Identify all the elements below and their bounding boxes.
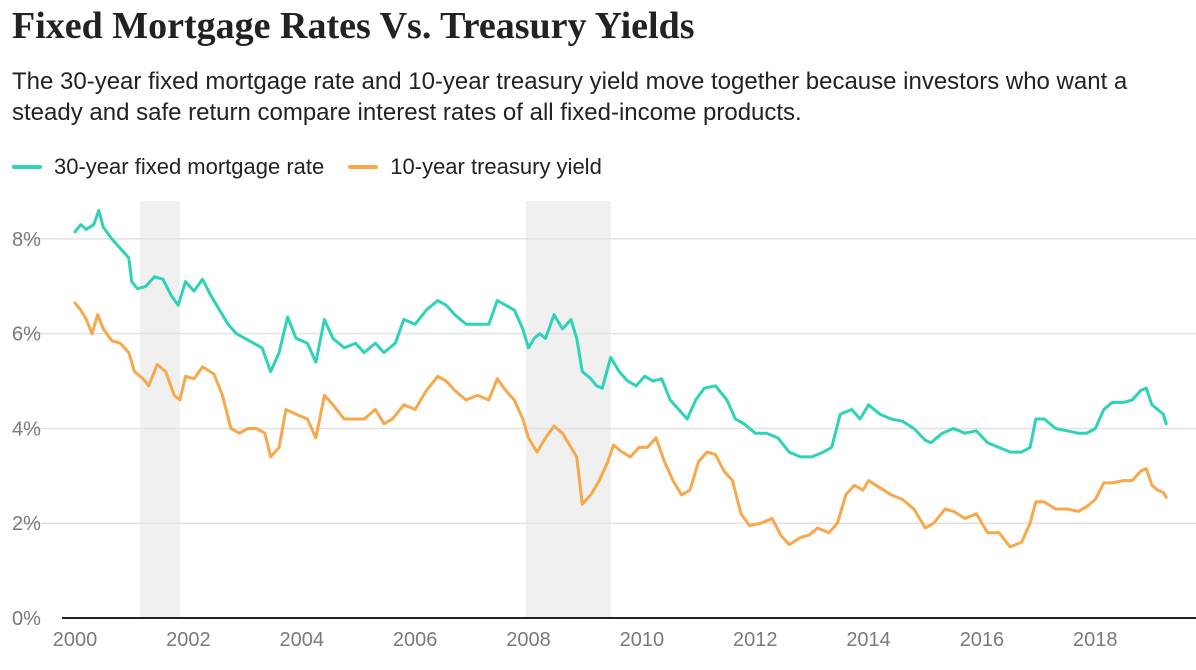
- x-tick-label: 2012: [733, 629, 778, 651]
- legend-label-treasury-yield: 10-year treasury yield: [390, 154, 602, 179]
- recession-bands: [140, 201, 611, 618]
- shaded-period-1: [140, 201, 180, 618]
- shaded-period-2: [525, 201, 611, 618]
- legend-item-mortgage-rate: 30-year fixed mortgage rate: [12, 154, 324, 180]
- series-line-treasury-yield: [73, 301, 1168, 549]
- x-axis-ticks: 2000 2002 2004 2006 2008 2010 2012 2014 2016 2018: [53, 629, 1118, 651]
- y-tick-label: 6%: [12, 324, 41, 346]
- y-axis-ticks: 0% 2% 4% 6% 8%: [12, 229, 41, 630]
- line-chart: 0%2%4%6%8% 2000 2002 2004 2006 2008 2010 2012 2…: [12, 201, 1196, 651]
- x-tick-label: 2004: [279, 629, 324, 651]
- x-tick-label: 2000: [53, 629, 98, 651]
- chart-legend: 30-year fixed mortgage rate 10-year trea…: [12, 153, 626, 181]
- series-line-mortgage-rate: [73, 209, 1168, 459]
- legend-label-mortgage-rate: 30-year fixed mortgage rate: [54, 154, 325, 179]
- x-tick-label: 2018: [1073, 629, 1118, 651]
- x-tick-label: 2002: [166, 629, 211, 651]
- y-tick-label: 0%: [12, 608, 41, 630]
- y-tick-label: 4%: [12, 418, 41, 440]
- x-tick-label: 2006: [393, 629, 438, 651]
- x-tick-label: 2014: [846, 629, 891, 651]
- y-tick-label: 2%: [12, 513, 41, 535]
- gridlines: [15, 238, 1196, 524]
- chart-subtitle: The 30-year fixed mortgage rate and 10-y…: [12, 68, 1128, 126]
- legend-swatch-mortgage-rate: [12, 165, 42, 169]
- chart-title: Fixed Mortgage Rates Vs. Treasury Yields: [12, 5, 695, 47]
- x-tick-label: 2010: [620, 629, 665, 651]
- x-tick-label: 2016: [960, 629, 1005, 651]
- legend-item-treasury-yield: 10-year treasury yield: [348, 154, 602, 180]
- legend-swatch-treasury-yield: [348, 165, 379, 169]
- series-lines: [73, 209, 1168, 549]
- x-tick-label: 2008: [506, 629, 551, 651]
- y-tick-label: 8%: [12, 229, 41, 251]
